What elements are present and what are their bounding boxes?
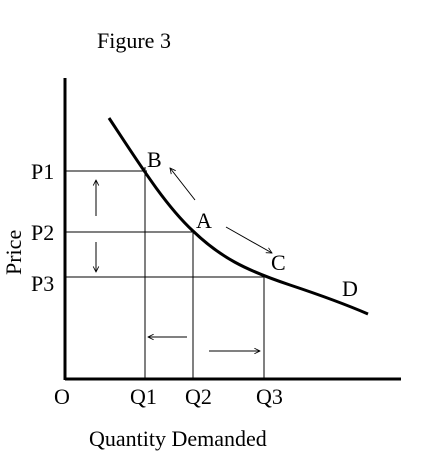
arrow-a-to-b	[170, 168, 196, 201]
p3-label: P3	[31, 271, 54, 296]
point-a-label: A	[196, 208, 212, 233]
origin-label: O	[54, 384, 70, 409]
arrow-a-to-c	[225, 226, 272, 253]
demand-curve	[107, 117, 369, 316]
x-axis-label: Quantity Demanded	[89, 426, 267, 451]
figure-title: Figure 3	[97, 28, 171, 53]
y-axis-label: Price	[1, 230, 26, 275]
point-b-label: B	[147, 147, 162, 172]
q1-label: Q1	[130, 384, 157, 409]
q2-label: Q2	[185, 384, 212, 409]
point-d-label: D	[342, 276, 358, 301]
p1-label: P1	[31, 159, 54, 184]
p2-label: P2	[31, 220, 54, 245]
q3-label: Q3	[256, 384, 283, 409]
point-c-label: C	[271, 250, 286, 275]
